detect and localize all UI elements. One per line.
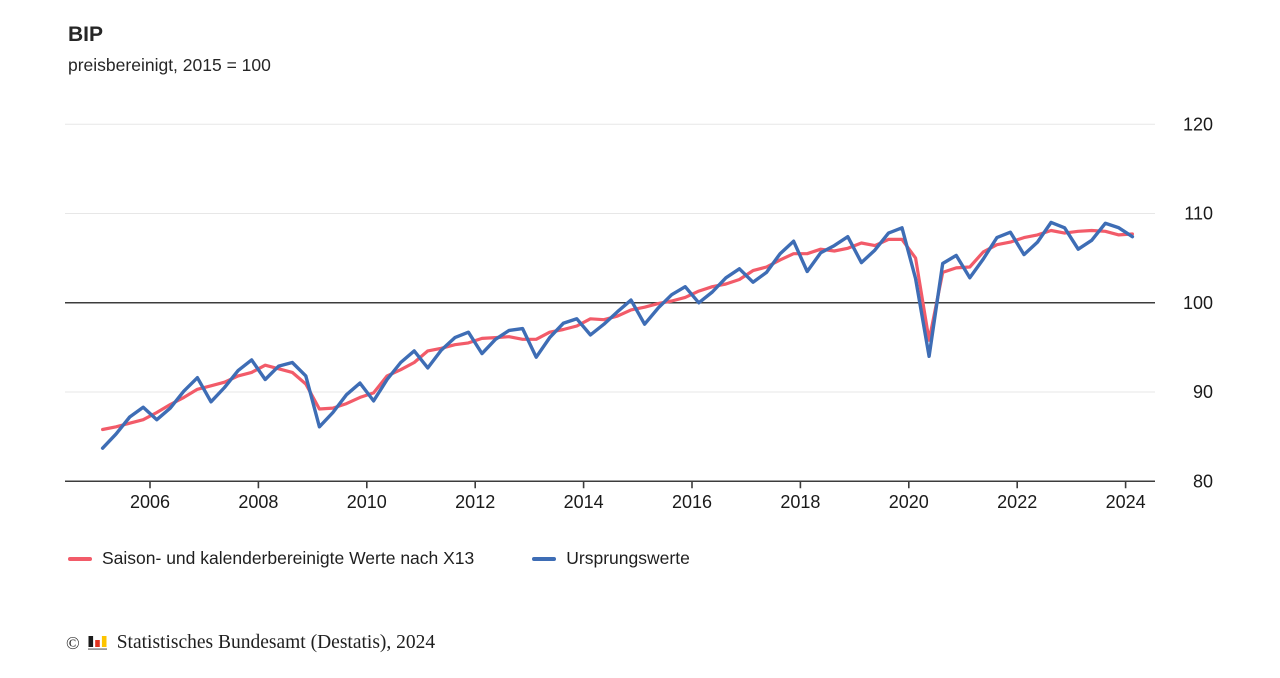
y-tick-label-90: 90 [1193,382,1213,402]
chart-subtitle: preisbereinigt, 2015 = 100 [68,55,271,76]
destatis-logo-icon [87,636,107,650]
legend-label-adjusted: Saison- und kalenderbereinigte Werte nac… [102,548,475,568]
series-line-adjusted-x13[interactable] [100,228,1135,432]
chart-title: BIP [68,23,104,46]
chart-legend: Saison- und kalenderbereinigte Werte nac… [68,548,690,569]
x-tick-label-2020: 2020 [889,492,929,512]
y-tick-label-80: 80 [1193,471,1213,491]
legend-item-adjusted[interactable]: Saison- und kalenderbereinigte Werte nac… [68,548,474,569]
logo-bar-gold [101,636,107,647]
y-tick-label-110: 110 [1184,204,1213,224]
x-tick-label-2006: 2006 [130,492,170,512]
x-tick-label-2022: 2022 [997,492,1037,512]
y-tick-label-120: 120 [1183,114,1213,134]
x-tick-label-2016: 2016 [672,492,712,512]
logo-bar-black [88,636,93,647]
copyright-symbol: © [66,632,80,653]
logo-baseline [87,648,107,650]
source-attribution: © Statistisches Bundesamt (Destatis), 20… [66,632,435,654]
x-tick-label-2012: 2012 [455,492,495,512]
x-tick-label-2018: 2018 [780,492,820,512]
x-tick-label-2024: 2024 [1106,492,1146,512]
legend-label-original: Ursprungswerte [566,548,690,568]
logo-bar-red [94,640,100,647]
y-tick-label-100: 100 [1183,293,1213,313]
chart-header: BIP preisbereinigt, 2015 = 100 [68,22,271,76]
series-line-original-values[interactable] [100,220,1135,450]
x-tick-label-2008: 2008 [238,492,278,512]
x-tick-label-2014: 2014 [564,492,604,512]
source-text: Statistisches Bundesamt (Destatis), 2024 [116,632,436,653]
legend-item-original[interactable]: Ursprungswerte [532,548,690,569]
legend-swatch-adjusted-icon [68,556,92,561]
legend-swatch-original-icon [532,556,557,561]
x-tick-label-2010: 2010 [347,492,387,512]
